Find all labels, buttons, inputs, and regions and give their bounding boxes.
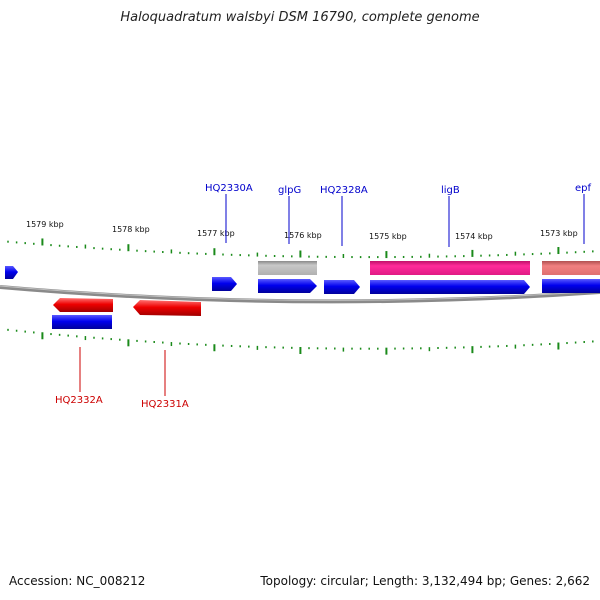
feature-epf-salmon[interactable]: [542, 261, 600, 275]
feature-ligb-pink[interactable]: [370, 261, 530, 275]
gene-label-ligb[interactable]: ligB: [441, 185, 460, 196]
map-title: Haloquadratum walsbyi DSM 16790, complet…: [120, 10, 480, 25]
genome-backbone-highlight: [0, 285, 600, 301]
cds-hq2328a[interactable]: [324, 280, 360, 294]
gene-label-hq2331a[interactable]: HQ2331A: [141, 399, 189, 410]
gene-label-epf[interactable]: epf: [575, 183, 592, 194]
cds-glpg[interactable]: [258, 279, 317, 293]
scale-label: 1579 kbp: [26, 220, 64, 229]
feature-glpg-gray[interactable]: [258, 261, 317, 275]
scale-label: 1574 kbp: [455, 232, 493, 241]
leader-lines-bottom: [79, 347, 166, 396]
scale-label: 1573 kbp: [540, 229, 578, 238]
cds-epf[interactable]: [542, 279, 600, 293]
gene-label-glpg[interactable]: glpG: [278, 185, 301, 196]
cds-hq2332a[interactable]: [53, 298, 113, 312]
scale-ticks-bottom: [7, 328, 594, 355]
genome-summary-text: Topology: circular; Length: 3,132,494 bp…: [260, 574, 590, 588]
gene-label-hq2332a[interactable]: HQ2332A: [55, 395, 103, 406]
scale-label: 1576 kbp: [284, 231, 322, 240]
cds-hq2331a[interactable]: [133, 300, 201, 316]
accession-text: Accession: NC_008212: [9, 574, 146, 588]
gene-label-hq2328a[interactable]: HQ2328A: [320, 185, 368, 196]
scale-label: 1578 kbp: [112, 225, 150, 234]
cds-forward-left-edge[interactable]: [5, 266, 18, 279]
gene-label-hq2330a[interactable]: HQ2330A: [205, 183, 253, 194]
scale-label: 1577 kbp: [197, 229, 235, 238]
cds-hq2330a[interactable]: [212, 277, 237, 291]
cds-ligb[interactable]: [370, 280, 530, 294]
leader-lines-top: [225, 194, 585, 247]
gene-hq2332a-blue[interactable]: [52, 315, 112, 329]
scale-ticks-top: [7, 238, 594, 259]
scale-label: 1575 kbp: [369, 232, 407, 241]
genome-backbone: [0, 285, 600, 304]
